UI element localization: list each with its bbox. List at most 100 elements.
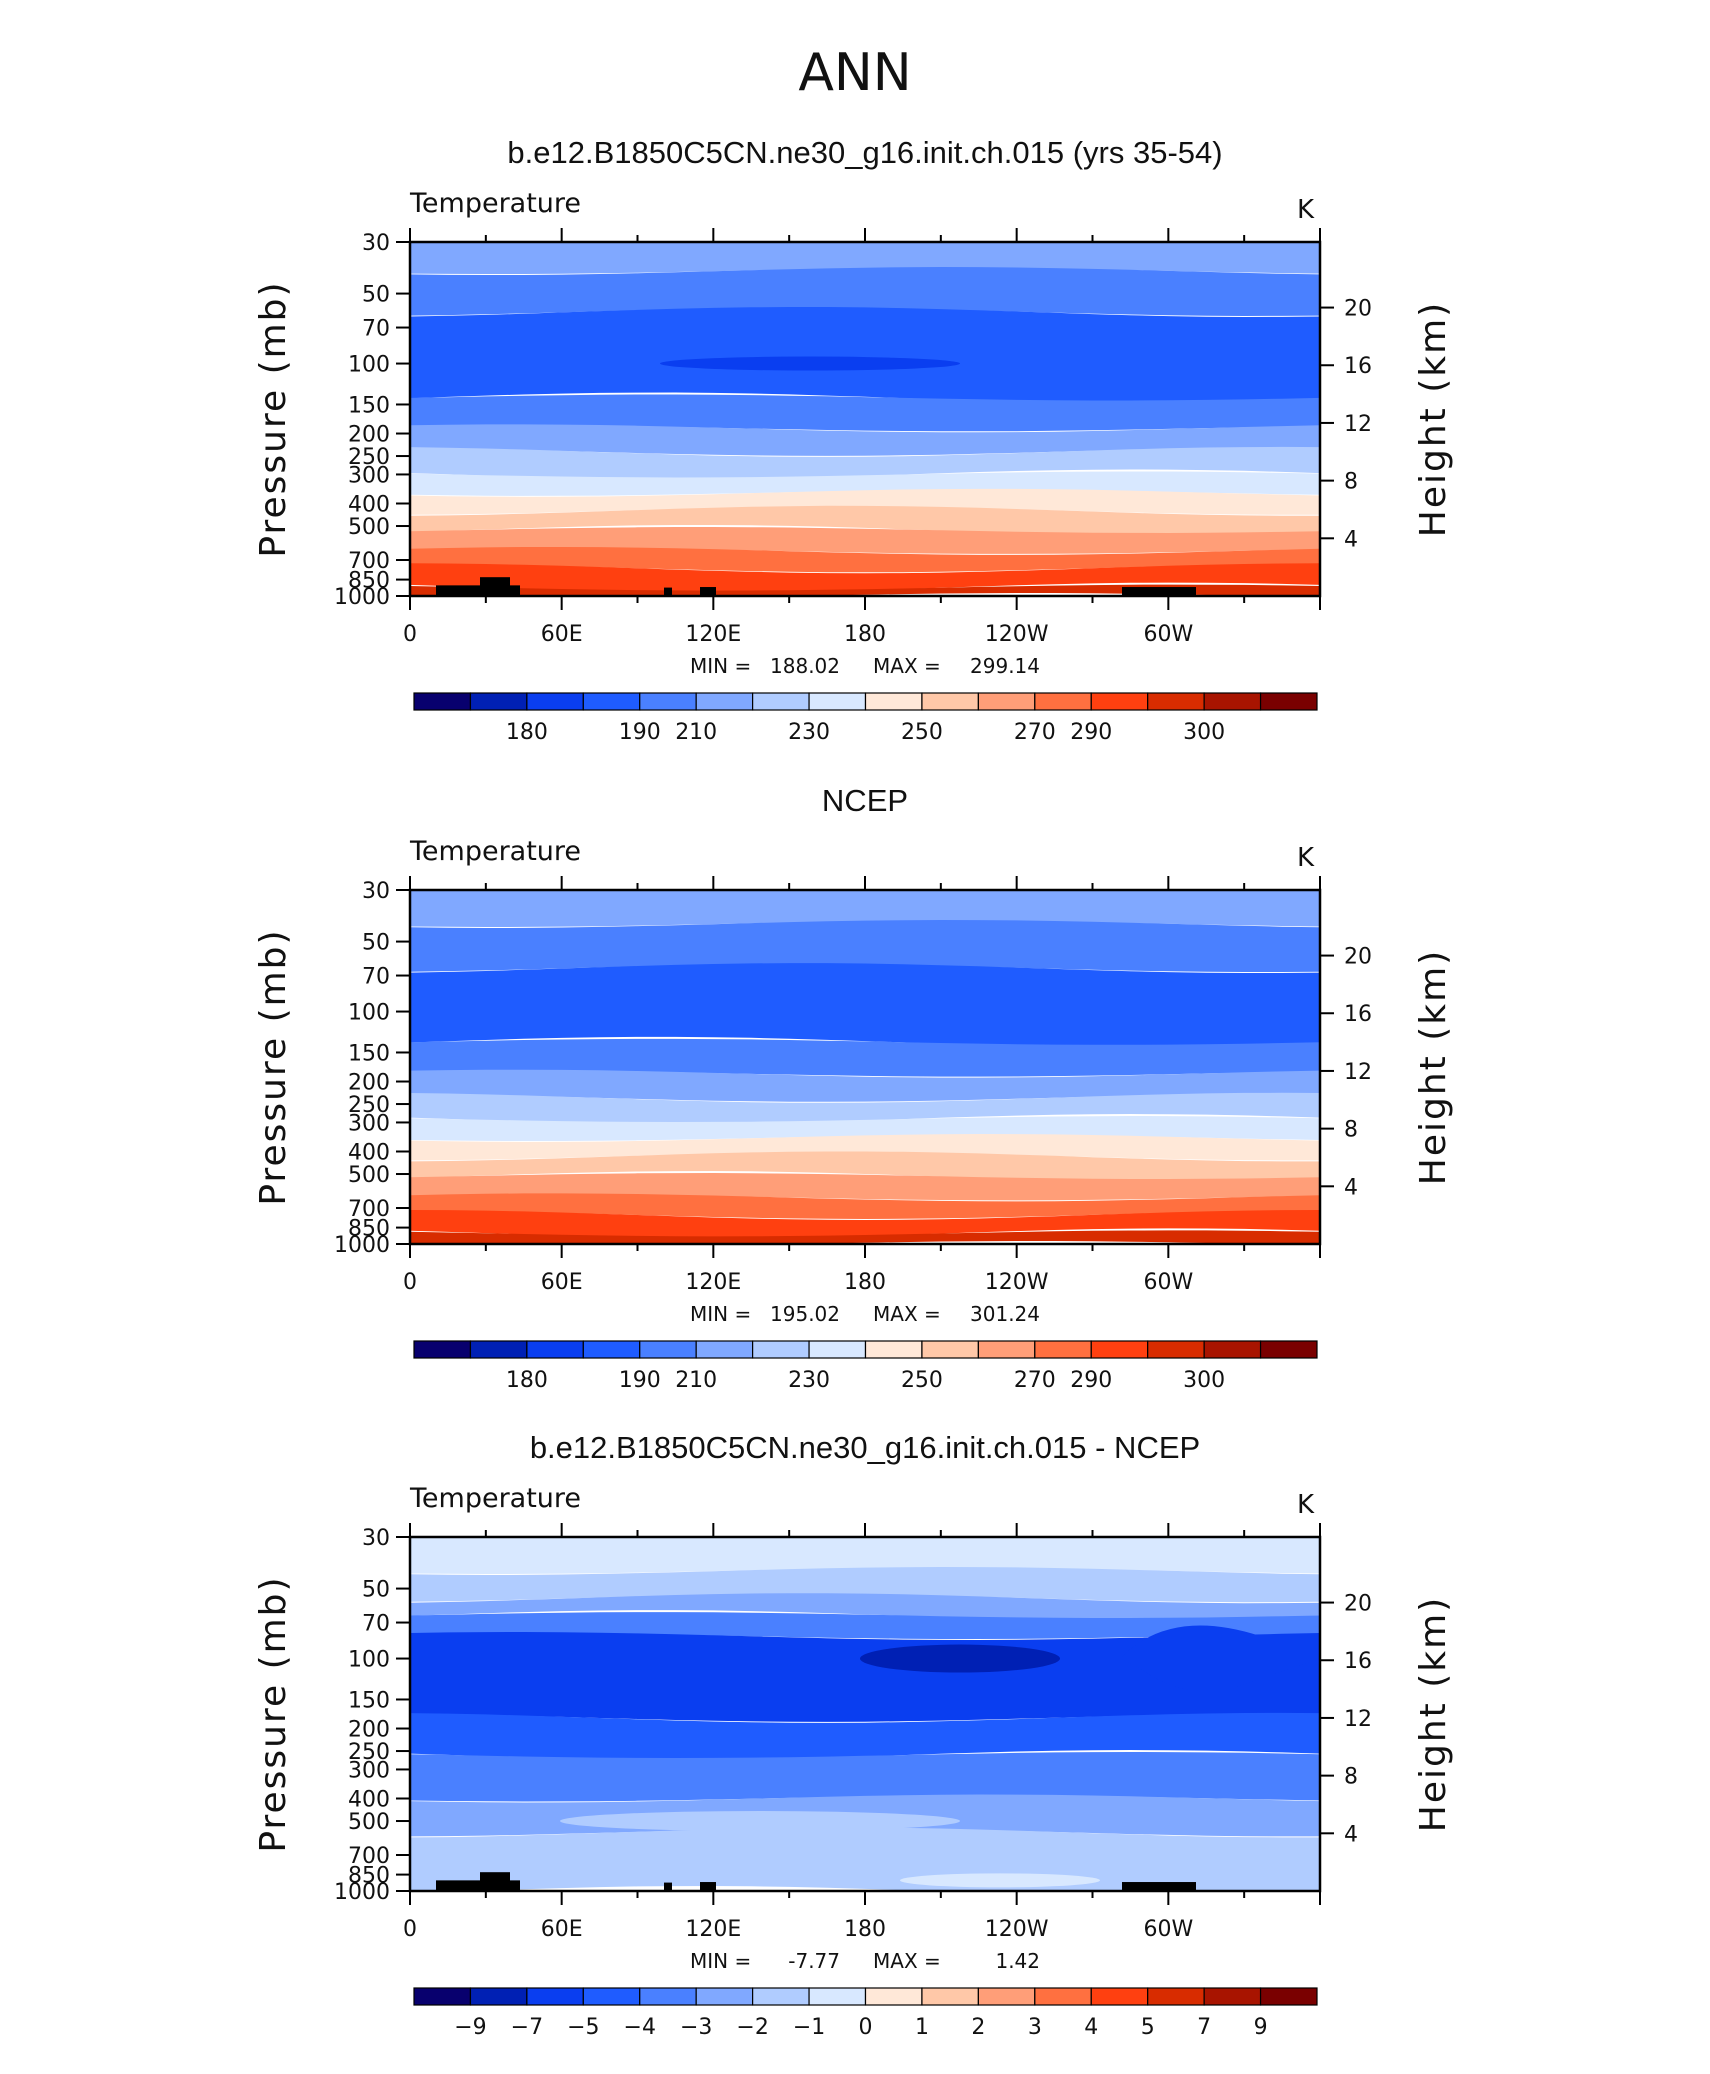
- colorbar-box: [808, 1340, 867, 1359]
- y-tick-label: 50: [362, 283, 390, 308]
- y-tick-label: 500: [348, 515, 390, 540]
- contour-region: [900, 1873, 1100, 1888]
- y-tick-label: 200: [348, 423, 390, 448]
- topography: [480, 1872, 510, 1891]
- topography: [1122, 587, 1196, 596]
- height-tick-label: 4: [1344, 527, 1358, 552]
- colorbar-label: 270: [1014, 720, 1056, 745]
- variable-label: Temperature: [409, 188, 581, 219]
- contour-band: [410, 1827, 1320, 1891]
- contour-band: [410, 1632, 1320, 1722]
- colorbar-box: [526, 1340, 584, 1359]
- x-tick-label: 180: [844, 1270, 886, 1295]
- colorbar-box: [526, 1987, 584, 2006]
- y-tick-label: 70: [362, 1612, 390, 1637]
- y-axis-title: Pressure (mb): [253, 280, 294, 557]
- height-tick-label: 8: [1344, 470, 1358, 495]
- height-tick-label: 20: [1344, 945, 1372, 970]
- y-tick-label: 1000: [334, 1880, 390, 1905]
- contour-band: [410, 1069, 1320, 1102]
- contour-band: [410, 584, 1320, 596]
- colorbar-label: 180: [506, 720, 548, 745]
- contour-band: [410, 488, 1320, 515]
- colorbar-box: [752, 692, 810, 711]
- contour-band: [410, 963, 1320, 1047]
- colorbar-box: [1147, 1987, 1205, 2006]
- colorbar-box: [1203, 692, 1262, 711]
- contour-band: [410, 890, 1320, 927]
- contour-band: [410, 267, 1320, 316]
- colorbar-label: 3: [1028, 2015, 1042, 2040]
- y-tick-label: 850: [348, 1217, 390, 1242]
- colorbar-label: 9: [1254, 2015, 1268, 2040]
- colorbar-label: 5: [1141, 2015, 1155, 2040]
- y-tick-label: 200: [348, 1071, 390, 1096]
- y-tick-label: 100: [348, 1648, 390, 1673]
- topography: [436, 585, 480, 596]
- colorbar-box: [1259, 1987, 1318, 2006]
- x-tick-label: 60W: [1143, 1917, 1193, 1942]
- height-tick-label: 4: [1344, 1822, 1358, 1847]
- x-tick-label: 60E: [541, 1270, 583, 1295]
- colorbar-box: [1203, 1987, 1262, 2006]
- colorbar-label: 250: [901, 1368, 943, 1393]
- colorbar-label: −4: [624, 2015, 656, 2040]
- contour-band: [410, 1567, 1320, 1603]
- min-label: MIN =: [690, 1949, 751, 1973]
- y-axis-title-right: Height (km): [1413, 301, 1454, 537]
- colorbar-label: 4: [1084, 2015, 1098, 2040]
- colorbar-box: [639, 1340, 697, 1359]
- y-tick-label: 250: [348, 445, 390, 470]
- panel-title: NCEP: [822, 783, 908, 818]
- colorbar-box: [921, 1987, 979, 2006]
- colorbar-label: 0: [859, 2015, 873, 2040]
- colorbar-box: [469, 1340, 528, 1359]
- contour-band: [410, 1593, 1320, 1620]
- x-tick-label: 120E: [685, 622, 741, 647]
- contour-band: [410, 1712, 1320, 1760]
- y-tick-label: 500: [348, 1810, 390, 1835]
- max-value: 299.14: [970, 654, 1040, 678]
- max-label: MAX =: [873, 1949, 941, 1973]
- colorbar-box: [977, 1987, 1036, 2006]
- y-tick-label: 30: [362, 231, 390, 256]
- x-tick-label: 0: [403, 1270, 417, 1295]
- min-value: 195.02: [770, 1302, 840, 1326]
- colorbar-label: 250: [901, 720, 943, 745]
- y-tick-label: 400: [348, 492, 390, 517]
- contour-band: [410, 242, 1320, 274]
- colorbar-box: [639, 692, 697, 711]
- colorbar-box: [469, 1987, 528, 2006]
- y-tick-label: 250: [348, 1740, 390, 1765]
- y-axis-title-right: Height (km): [1413, 1596, 1454, 1832]
- topography: [510, 1880, 520, 1891]
- colorbar-box: [1147, 1340, 1205, 1359]
- y-tick-label: 500: [348, 1163, 390, 1188]
- y-axis-title: Pressure (mb): [253, 928, 294, 1205]
- x-tick-label: 0: [403, 1917, 417, 1942]
- colorbar-label: −7: [511, 2015, 543, 2040]
- colorbar-label: 7: [1197, 2015, 1211, 2040]
- contour-band: [410, 505, 1320, 535]
- colorbar-label: 230: [788, 1368, 830, 1393]
- y-tick-label: 850: [348, 569, 390, 594]
- topography: [436, 1880, 480, 1891]
- x-tick-label: 60E: [541, 1917, 583, 1942]
- contour-band: [410, 1752, 1320, 1802]
- max-value: 301.24: [970, 1302, 1040, 1326]
- y-tick-label: 70: [362, 965, 390, 990]
- contour-region: [560, 1811, 960, 1832]
- contour-band: [410, 920, 1320, 972]
- colorbar-label: 210: [675, 720, 717, 745]
- colorbar: 180 190 210 230 250 270 290 300: [413, 1340, 1318, 1393]
- colorbar-box: [1090, 692, 1149, 711]
- y-tick-label: 100: [348, 1001, 390, 1026]
- topography: [700, 1882, 716, 1891]
- colorbar-box: [808, 1987, 867, 2006]
- x-tick-label: 120E: [685, 1270, 741, 1295]
- colorbar: −9 −7 −5 −4 −3 −2 −1 0 1 2 3 4 5 7 9: [413, 1987, 1318, 2040]
- max-label: MAX =: [873, 654, 941, 678]
- colorbar-box: [977, 1340, 1036, 1359]
- colorbar-box: [413, 692, 472, 711]
